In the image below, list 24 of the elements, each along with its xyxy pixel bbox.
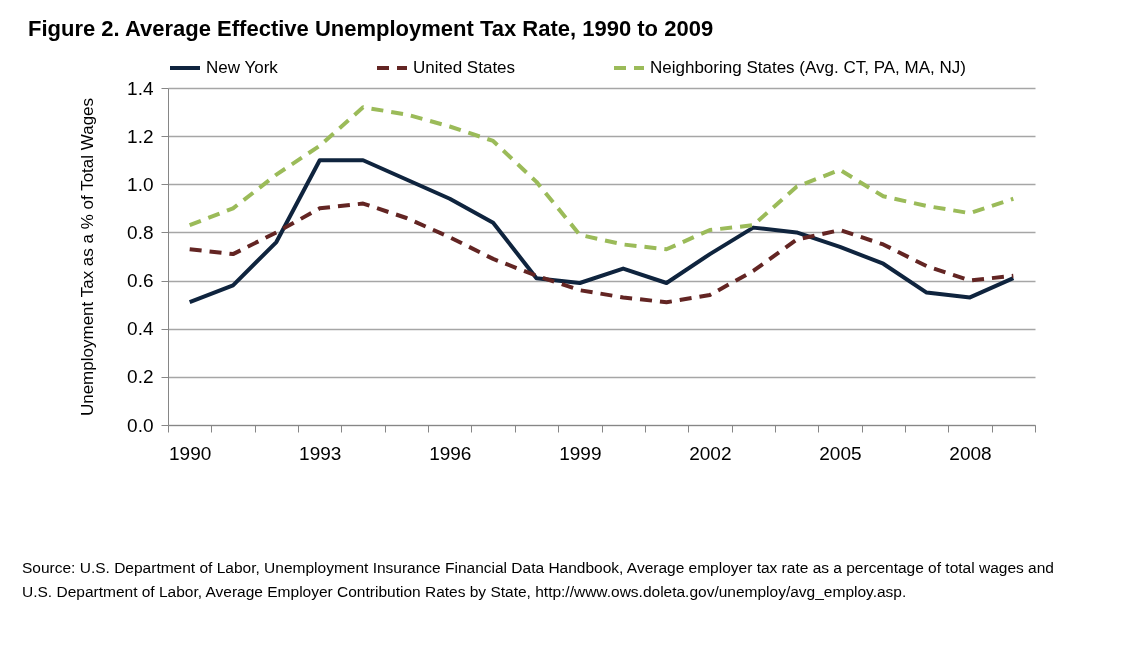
y-tick-label: 1.0	[127, 173, 154, 195]
source-note: Source: U.S. Department of Labor, Unemployment Insurance Financial Data Handbook, Average employer tax rate as a percentage of total wages and U.S. Department of Labor, Average Employer Contribution Rates by State, http://www.ows.doleta.gov/unemploy/avg_employ.asp.	[22, 558, 1055, 602]
x-tick-label: 1999	[559, 442, 602, 464]
legend-label: United States	[413, 58, 516, 77]
chart-title: Figure 2. Average Effective Unemployment Tax Rate, 1990 to 2009	[28, 16, 714, 41]
y-tick-label: 0.0	[127, 414, 154, 436]
line-series	[187, 158, 1016, 305]
x-tick-label: 2005	[819, 442, 862, 464]
y-tick-label: 0.4	[127, 318, 154, 340]
y-tick-label: 1.2	[127, 125, 154, 147]
line-series	[187, 201, 1016, 305]
y-tick-label: 0.6	[127, 270, 154, 292]
x-tick-label: 1996	[429, 442, 472, 464]
y-tick-label: 0.8	[127, 221, 154, 243]
y-tick-label: 0.2	[127, 366, 154, 388]
x-tick-label: 1993	[299, 442, 342, 464]
x-tick-label: 2002	[689, 442, 732, 464]
x-tick-label: 1990	[169, 442, 212, 464]
legend-label: New York	[206, 58, 279, 77]
line-series	[187, 105, 1016, 252]
x-tick-label: 2008	[949, 442, 992, 464]
y-axis-title: Unemployment Tax as a % of Total Wages	[78, 97, 98, 417]
y-tick-label: 1.4	[127, 77, 154, 99]
legend-label: Neighboring States (Avg. CT, PA, MA, NJ)	[650, 58, 966, 77]
